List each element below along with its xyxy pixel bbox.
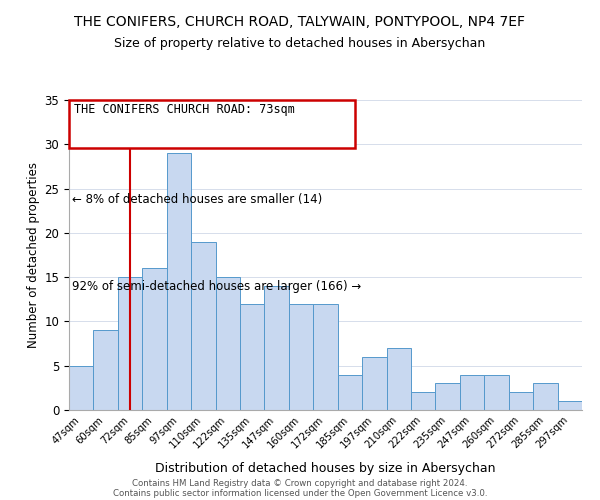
Bar: [362, 357, 386, 410]
Text: THE CONIFERS CHURCH ROAD: 73sqm: THE CONIFERS CHURCH ROAD: 73sqm: [74, 103, 295, 116]
Text: Size of property relative to detached houses in Abersychan: Size of property relative to detached ho…: [115, 38, 485, 51]
Y-axis label: Number of detached properties: Number of detached properties: [27, 162, 40, 348]
Text: THE CONIFERS, CHURCH ROAD, TALYWAIN, PONTYPOOL, NP4 7EF: THE CONIFERS, CHURCH ROAD, TALYWAIN, PON…: [74, 15, 526, 29]
Bar: [338, 374, 362, 410]
Bar: [191, 242, 215, 410]
Bar: [265, 286, 289, 410]
Bar: [386, 348, 411, 410]
Bar: [240, 304, 265, 410]
Bar: [215, 277, 240, 410]
Bar: [460, 374, 484, 410]
Bar: [94, 330, 118, 410]
Bar: [142, 268, 167, 410]
Bar: [313, 304, 338, 410]
Text: Contains HM Land Registry data © Crown copyright and database right 2024.: Contains HM Land Registry data © Crown c…: [132, 478, 468, 488]
Bar: [167, 153, 191, 410]
Text: Contains public sector information licensed under the Open Government Licence v3: Contains public sector information licen…: [113, 488, 487, 498]
Bar: [289, 304, 313, 410]
Text: 92% of semi-detached houses are larger (166) →: 92% of semi-detached houses are larger (…: [71, 280, 361, 293]
Bar: [533, 384, 557, 410]
Text: ← 8% of detached houses are smaller (14): ← 8% of detached houses are smaller (14): [71, 193, 322, 206]
Bar: [118, 277, 142, 410]
FancyBboxPatch shape: [69, 100, 355, 148]
Bar: [509, 392, 533, 410]
Bar: [69, 366, 94, 410]
X-axis label: Distribution of detached houses by size in Abersychan: Distribution of detached houses by size …: [155, 462, 496, 474]
Bar: [484, 374, 509, 410]
Bar: [436, 384, 460, 410]
Bar: [411, 392, 436, 410]
Bar: [557, 401, 582, 410]
